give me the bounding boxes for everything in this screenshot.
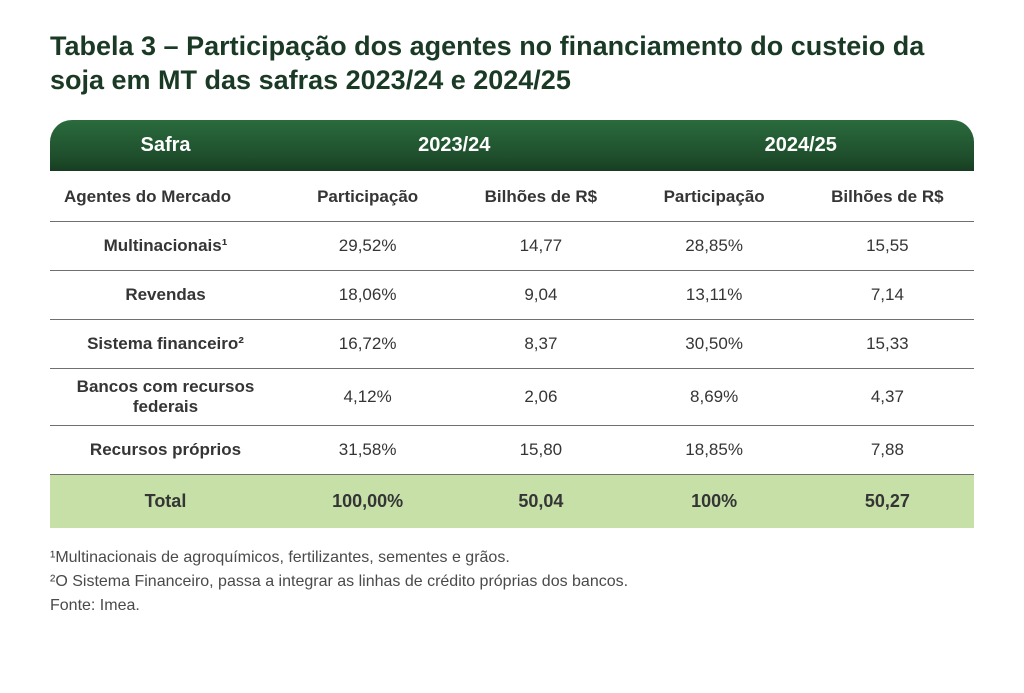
cell-value: 8,69% (628, 368, 801, 426)
subheader-val-2: Bilhões de R$ (801, 171, 974, 222)
subheader-part-2: Participação (628, 171, 801, 222)
cell-value: 16,72% (281, 319, 454, 368)
footnote-1: ¹Multinacionais de agroquímicos, fertili… (50, 546, 974, 570)
footnote-2: ²O Sistema Financeiro, passa a integrar … (50, 570, 974, 594)
total-label: Total (50, 475, 281, 529)
cell-value: 8,37 (454, 319, 627, 368)
cell-agent: Sistema financeiro² (50, 319, 281, 368)
cell-value: 7,14 (801, 270, 974, 319)
cell-value: 15,80 (454, 426, 627, 475)
cell-agent: Recursos próprios (50, 426, 281, 475)
cell-agent: Multinacionais¹ (50, 221, 281, 270)
total-value: 50,04 (454, 475, 627, 529)
cell-value: 15,55 (801, 221, 974, 270)
cell-value: 18,85% (628, 426, 801, 475)
footnotes: ¹Multinacionais de agroquímicos, fertili… (50, 546, 974, 618)
table-subheader-row: Agentes do Mercado Participação Bilhões … (50, 171, 974, 222)
subheader-agent: Agentes do Mercado (50, 171, 281, 222)
table-header-row: Safra 2023/24 2024/25 (50, 120, 974, 171)
header-safra: Safra (50, 120, 281, 171)
cell-agent: Bancos com recursos federais (50, 368, 281, 426)
table-row: Recursos próprios 31,58% 15,80 18,85% 7,… (50, 426, 974, 475)
cell-value: 31,58% (281, 426, 454, 475)
footnote-source: Fonte: Imea. (50, 594, 974, 618)
total-value: 50,27 (801, 475, 974, 529)
table-row: Revendas 18,06% 9,04 13,11% 7,14 (50, 270, 974, 319)
cell-value: 7,88 (801, 426, 974, 475)
cell-value: 15,33 (801, 319, 974, 368)
header-year2: 2024/25 (628, 120, 975, 171)
table-row: Bancos com recursos federais 4,12% 2,06 … (50, 368, 974, 426)
table-row: Multinacionais¹ 29,52% 14,77 28,85% 15,5… (50, 221, 974, 270)
subheader-part-1: Participação (281, 171, 454, 222)
cell-value: 9,04 (454, 270, 627, 319)
cell-value: 30,50% (628, 319, 801, 368)
table-container: Safra 2023/24 2024/25 Agentes do Mercado… (50, 120, 974, 529)
cell-value: 14,77 (454, 221, 627, 270)
total-value: 100% (628, 475, 801, 529)
cell-value: 29,52% (281, 221, 454, 270)
table-row: Sistema financeiro² 16,72% 8,37 30,50% 1… (50, 319, 974, 368)
cell-value: 4,12% (281, 368, 454, 426)
subheader-val-1: Bilhões de R$ (454, 171, 627, 222)
cell-value: 28,85% (628, 221, 801, 270)
cell-value: 13,11% (628, 270, 801, 319)
cell-value: 4,37 (801, 368, 974, 426)
header-year1: 2023/24 (281, 120, 628, 171)
total-value: 100,00% (281, 475, 454, 529)
cell-agent: Revendas (50, 270, 281, 319)
table-title: Tabela 3 – Participação dos agentes no f… (50, 30, 974, 98)
cell-value: 18,06% (281, 270, 454, 319)
table-total-row: Total 100,00% 50,04 100% 50,27 (50, 475, 974, 529)
cell-value: 2,06 (454, 368, 627, 426)
financing-table: Safra 2023/24 2024/25 Agentes do Mercado… (50, 120, 974, 529)
